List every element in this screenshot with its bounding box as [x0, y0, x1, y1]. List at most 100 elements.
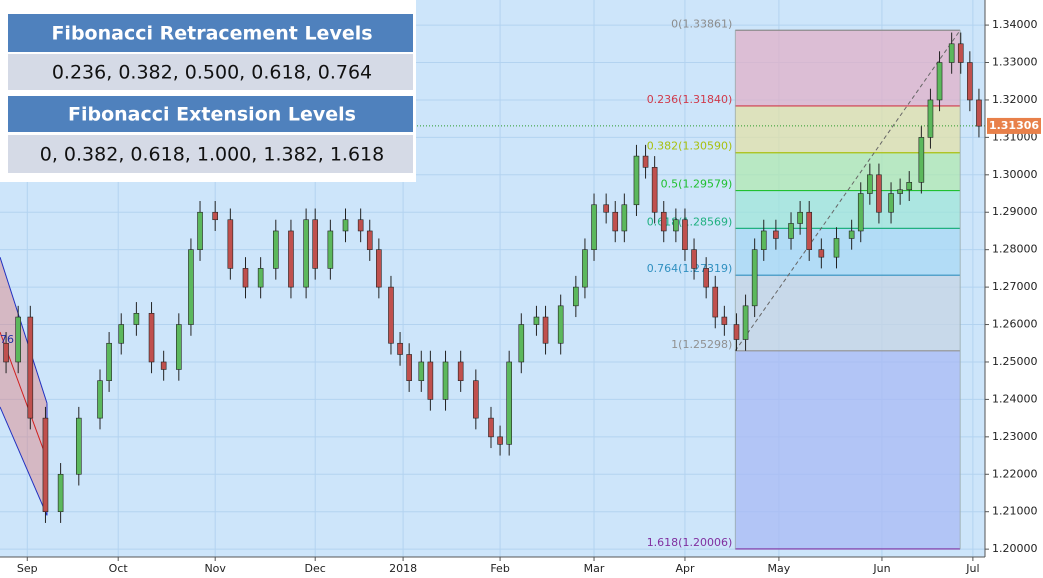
- candle-body: [682, 219, 688, 250]
- candle-body: [660, 211, 667, 232]
- candle-body: [288, 230, 294, 288]
- candle-body: [897, 189, 903, 194]
- candle-body: [76, 417, 82, 475]
- candle-body: [691, 249, 697, 269]
- candle-body: [212, 211, 218, 221]
- fib-label: 0(1.33861): [671, 17, 732, 30]
- fib-label: 0.382(1.30590): [647, 140, 733, 153]
- candle-body: [57, 473, 64, 513]
- candle-body: [488, 417, 494, 438]
- candle-body: [457, 361, 464, 381]
- price-tag-label: 1.31306: [989, 119, 1039, 132]
- candle-body: [406, 354, 412, 381]
- candle-body: [148, 313, 155, 363]
- candle-body: [936, 62, 943, 101]
- candle-body: [788, 223, 794, 239]
- candle-body: [876, 174, 882, 213]
- y-tick-label: 1.23000: [992, 430, 1038, 443]
- panel-header: [8, 14, 413, 52]
- x-tick-label: Jul: [965, 562, 979, 575]
- candle-body: [957, 43, 964, 63]
- x-tick-label: Apr: [675, 562, 695, 575]
- candle-body: [621, 204, 628, 232]
- candle-body: [506, 361, 512, 445]
- candle-body: [603, 204, 609, 213]
- candle-body: [612, 211, 619, 232]
- candle-body: [857, 193, 864, 232]
- candle-body: [176, 324, 182, 370]
- fib-zone: [735, 105, 961, 153]
- x-tick-label: Oct: [109, 562, 129, 575]
- candle-body: [633, 155, 640, 206]
- x-tick-label: 2018: [389, 562, 417, 575]
- y-tick-label: 1.33000: [992, 56, 1038, 69]
- y-tick-label: 1.32000: [992, 93, 1038, 106]
- candle-body: [497, 436, 503, 445]
- y-tick-label: 1.27000: [992, 280, 1038, 293]
- fib-zone: [735, 190, 961, 229]
- candle-body: [388, 286, 394, 344]
- candle-body: [833, 238, 840, 258]
- candle-body: [188, 249, 194, 325]
- candle-body: [3, 342, 9, 363]
- y-tick-label: 1.28000: [992, 243, 1038, 256]
- candle-body: [797, 211, 803, 224]
- panel-row: [8, 54, 413, 90]
- panel-row: [8, 135, 413, 173]
- x-tick-label: Nov: [204, 562, 226, 575]
- candle-body: [927, 99, 934, 138]
- candle-body: [133, 313, 140, 325]
- candle-body: [227, 219, 234, 269]
- candle-body: [673, 219, 679, 232]
- candle-body: [582, 249, 588, 288]
- candle-body: [712, 286, 719, 318]
- candle-body: [27, 316, 34, 419]
- fib-trend: [734, 29, 961, 352]
- candle-body: [773, 230, 779, 239]
- candle-body: [327, 230, 334, 269]
- candle-body: [651, 167, 658, 213]
- x-tick-label: May: [768, 562, 791, 575]
- candle-body: [557, 305, 564, 344]
- x-tick-label: Mar: [584, 562, 605, 575]
- candle-body: [106, 342, 112, 381]
- x-tick-label: Jun: [872, 562, 890, 575]
- y-tick-label: 1.29000: [992, 205, 1038, 218]
- y-tick-label: 1.24000: [992, 392, 1038, 405]
- channel-label: 76: [0, 333, 14, 346]
- plot: 0(1.33861) 0.236(1.31840) 0.382(1.30590) 0.…: [0, 0, 985, 557]
- candle-body: [888, 193, 894, 213]
- fib-zone: [735, 275, 961, 351]
- candle-body: [967, 62, 973, 101]
- candle-body: [733, 324, 740, 340]
- candle-body: [160, 361, 167, 370]
- fib-label: 1(1.25298): [671, 338, 732, 351]
- candle-body: [42, 417, 49, 513]
- panel-text: 0, 0.382, 0.618, 1.000, 1.382, 1.618: [40, 144, 384, 166]
- price-tag: [987, 117, 1041, 134]
- candle-body: [242, 268, 249, 288]
- candle-body: [948, 43, 955, 63]
- candle-body: [518, 324, 525, 363]
- panel-header: [8, 96, 413, 132]
- channel-fill: [0, 257, 47, 516]
- fib-zone: [735, 228, 961, 276]
- panel-text: 0.236, 0.382, 0.500, 0.618, 0.764: [52, 62, 372, 84]
- candle-body: [97, 380, 103, 419]
- candle-body: [357, 219, 364, 232]
- y-tick-label: 1.20000: [992, 542, 1038, 555]
- candle-body: [751, 249, 758, 307]
- candle-body: [806, 211, 813, 250]
- candle-body: [703, 268, 709, 288]
- candle-body: [918, 137, 925, 183]
- y-tick-label: 1.25000: [992, 355, 1038, 368]
- candle-body: [642, 155, 649, 168]
- fib-label: 1.618(1.20006): [647, 536, 733, 549]
- fib-zone: [735, 152, 961, 191]
- y-tick-label: 1.34000: [992, 18, 1038, 31]
- candle-body: [906, 181, 913, 191]
- candle-body: [312, 219, 319, 269]
- candle-body: [573, 286, 579, 307]
- fib-zone: [735, 350, 961, 549]
